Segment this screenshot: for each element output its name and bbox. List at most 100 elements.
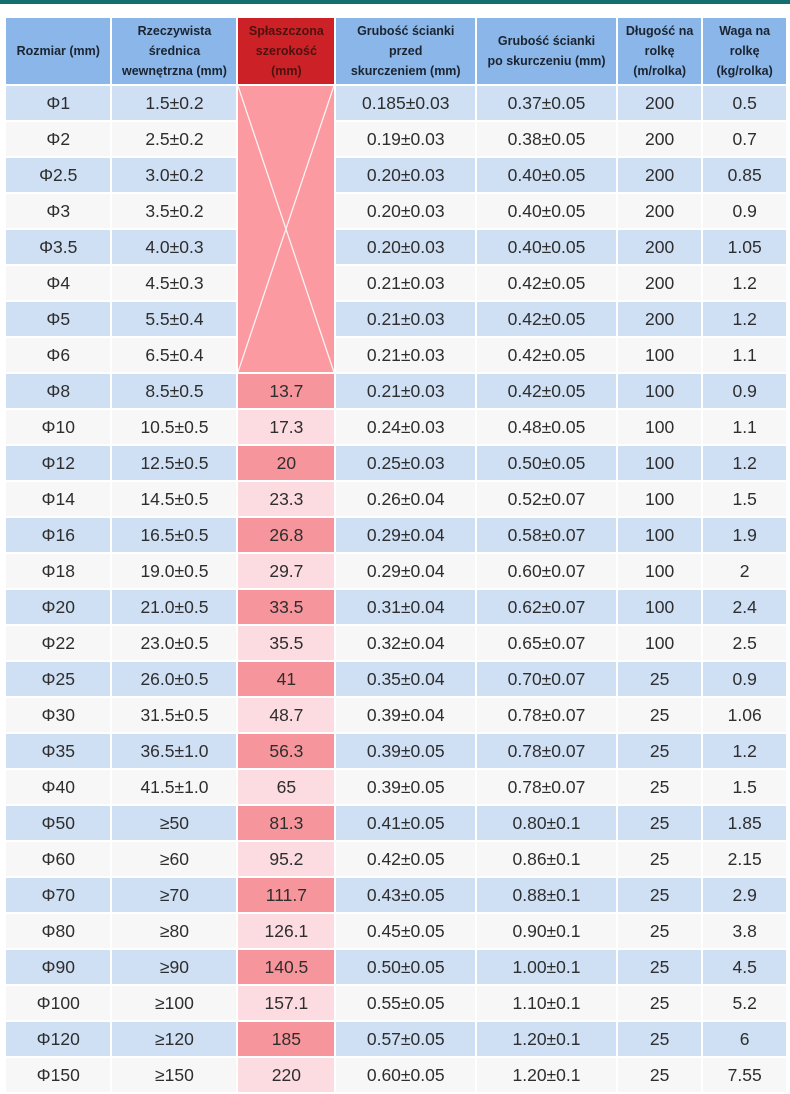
wall-after-cell: 0.42±0.05 [477, 374, 616, 408]
wall-before-cell: 0.24±0.03 [336, 410, 476, 444]
size-cell: Φ3.5 [6, 230, 111, 264]
wall-before-cell: 0.50±0.05 [336, 950, 476, 984]
length-cell: 25 [617, 1022, 702, 1056]
length-cell: 25 [617, 950, 702, 984]
wall-before-cell: 0.55±0.05 [336, 986, 476, 1020]
table-body: Φ1 1.5±0.2 0.185±0.03 0.37±0.05 200 0.5 Φ2 2.5±… [6, 86, 786, 1092]
table-row: Φ35 36.5±1.0 56.3 0.39±0.05 0.78±0.07 25 1.2 [6, 734, 786, 768]
wall-before-cell: 0.39±0.04 [336, 698, 476, 732]
size-cell: Φ18 [6, 554, 111, 588]
flat-width-cell: 81.3 [238, 806, 335, 840]
size-cell: Φ50 [6, 806, 111, 840]
size-cell: Φ25 [6, 662, 111, 696]
table-row: Φ30 31.5±0.5 48.7 0.39±0.04 0.78±0.07 25 1.06 [6, 698, 786, 732]
x-cross-icon [238, 86, 334, 372]
length-cell: 25 [617, 878, 702, 912]
weight-cell: 2 [703, 554, 786, 588]
table-row: Φ12 12.5±0.5 20 0.25±0.03 0.50±0.05 100 1.2 [6, 446, 786, 480]
size-cell: Φ70 [6, 878, 111, 912]
flat-width-cell: 220 [238, 1058, 335, 1092]
diameter-cell: ≥150 [112, 1058, 237, 1092]
length-cell: 200 [617, 266, 702, 300]
size-cell: Φ1 [6, 86, 111, 120]
col-header-wall-after: Grubość ścianki po skurczeniu (mm) [477, 18, 616, 84]
length-cell: 25 [617, 734, 702, 768]
table-row: Φ14 14.5±0.5 23.3 0.26±0.04 0.52±0.07 100 1.5 [6, 482, 786, 516]
length-cell: 25 [617, 914, 702, 948]
weight-cell: 1.5 [703, 770, 786, 804]
wall-before-cell: 0.19±0.03 [336, 122, 476, 156]
weight-cell: 1.05 [703, 230, 786, 264]
size-cell: Φ14 [6, 482, 111, 516]
flat-width-cell: 185 [238, 1022, 335, 1056]
diameter-cell: 1.5±0.2 [112, 86, 237, 120]
diameter-cell: 6.5±0.4 [112, 338, 237, 372]
diameter-cell: 21.0±0.5 [112, 590, 237, 624]
table-row: Φ90 ≥90 140.5 0.50±0.05 1.00±0.1 25 4.5 [6, 950, 786, 984]
wall-before-cell: 0.20±0.03 [336, 194, 476, 228]
length-cell: 100 [617, 410, 702, 444]
weight-cell: 1.1 [703, 338, 786, 372]
col-header-length-per-roll: Długość na rolkę (m/rolka) [617, 18, 702, 84]
weight-cell: 3.8 [703, 914, 786, 948]
diameter-cell: ≥50 [112, 806, 237, 840]
wall-before-cell: 0.57±0.05 [336, 1022, 476, 1056]
table-row: Φ50 ≥50 81.3 0.41±0.05 0.80±0.1 25 1.85 [6, 806, 786, 840]
weight-cell: 0.5 [703, 86, 786, 120]
flat-width-cell: 29.7 [238, 554, 335, 588]
diameter-cell: 36.5±1.0 [112, 734, 237, 768]
weight-cell: 6 [703, 1022, 786, 1056]
header-row: Rozmiar (mm) Rzeczywista średnica wewnętr… [6, 18, 786, 84]
weight-cell: 2.15 [703, 842, 786, 876]
flat-width-cell: 23.3 [238, 482, 335, 516]
weight-cell: 1.9 [703, 518, 786, 552]
table-row: Φ5 5.5±0.4 0.21±0.03 0.42±0.05 200 1.2 [6, 302, 786, 336]
diameter-cell: 10.5±0.5 [112, 410, 237, 444]
length-cell: 200 [617, 230, 702, 264]
weight-cell: 1.1 [703, 410, 786, 444]
weight-cell: 2.4 [703, 590, 786, 624]
table-row: Φ2.5 3.0±0.2 0.20±0.03 0.40±0.05 200 0.85 [6, 158, 786, 192]
size-cell: Φ40 [6, 770, 111, 804]
weight-cell: 4.5 [703, 950, 786, 984]
wall-before-cell: 0.42±0.05 [336, 842, 476, 876]
table-row: Φ100 ≥100 157.1 0.55±0.05 1.10±0.1 25 5.2 [6, 986, 786, 1020]
length-cell: 25 [617, 842, 702, 876]
weight-cell: 1.2 [703, 266, 786, 300]
col-header-wall-before: Grubość ścianki przed skurczeniem (mm) [336, 18, 476, 84]
size-cell: Φ20 [6, 590, 111, 624]
table-row: Φ2 2.5±0.2 0.19±0.03 0.38±0.05 200 0.7 [6, 122, 786, 156]
wall-before-cell: 0.21±0.03 [336, 374, 476, 408]
weight-cell: 1.2 [703, 446, 786, 480]
wall-before-cell: 0.20±0.03 [336, 158, 476, 192]
wall-after-cell: 1.20±0.1 [477, 1058, 616, 1092]
wall-after-cell: 0.78±0.07 [477, 734, 616, 768]
wall-after-cell: 0.37±0.05 [477, 86, 616, 120]
spec-table: Rozmiar (mm) Rzeczywista średnica wewnętr… [4, 16, 788, 1094]
flat-width-cell: 126.1 [238, 914, 335, 948]
wall-after-cell: 0.50±0.05 [477, 446, 616, 480]
table-row: Φ150 ≥150 220 0.60±0.05 1.20±0.1 25 7.55 [6, 1058, 786, 1092]
wall-after-cell: 0.48±0.05 [477, 410, 616, 444]
wall-before-cell: 0.39±0.05 [336, 770, 476, 804]
size-cell: Φ150 [6, 1058, 111, 1092]
length-cell: 100 [617, 626, 702, 660]
wall-before-cell: 0.185±0.03 [336, 86, 476, 120]
wall-before-cell: 0.21±0.03 [336, 338, 476, 372]
wall-after-cell: 0.86±0.1 [477, 842, 616, 876]
wall-before-cell: 0.25±0.03 [336, 446, 476, 480]
size-cell: Φ4 [6, 266, 111, 300]
table-row: Φ3.5 4.0±0.3 0.20±0.03 0.40±0.05 200 1.05 [6, 230, 786, 264]
diameter-cell: ≥70 [112, 878, 237, 912]
wall-after-cell: 1.10±0.1 [477, 986, 616, 1020]
wall-after-cell: 0.52±0.07 [477, 482, 616, 516]
length-cell: 25 [617, 986, 702, 1020]
wall-after-cell: 0.65±0.07 [477, 626, 616, 660]
weight-cell: 1.85 [703, 806, 786, 840]
weight-cell: 0.7 [703, 122, 786, 156]
table-row: Φ16 16.5±0.5 26.8 0.29±0.04 0.58±0.07 100 1.9 [6, 518, 786, 552]
flat-width-cell: 157.1 [238, 986, 335, 1020]
size-cell: Φ2.5 [6, 158, 111, 192]
diameter-cell: 5.5±0.4 [112, 302, 237, 336]
length-cell: 200 [617, 158, 702, 192]
